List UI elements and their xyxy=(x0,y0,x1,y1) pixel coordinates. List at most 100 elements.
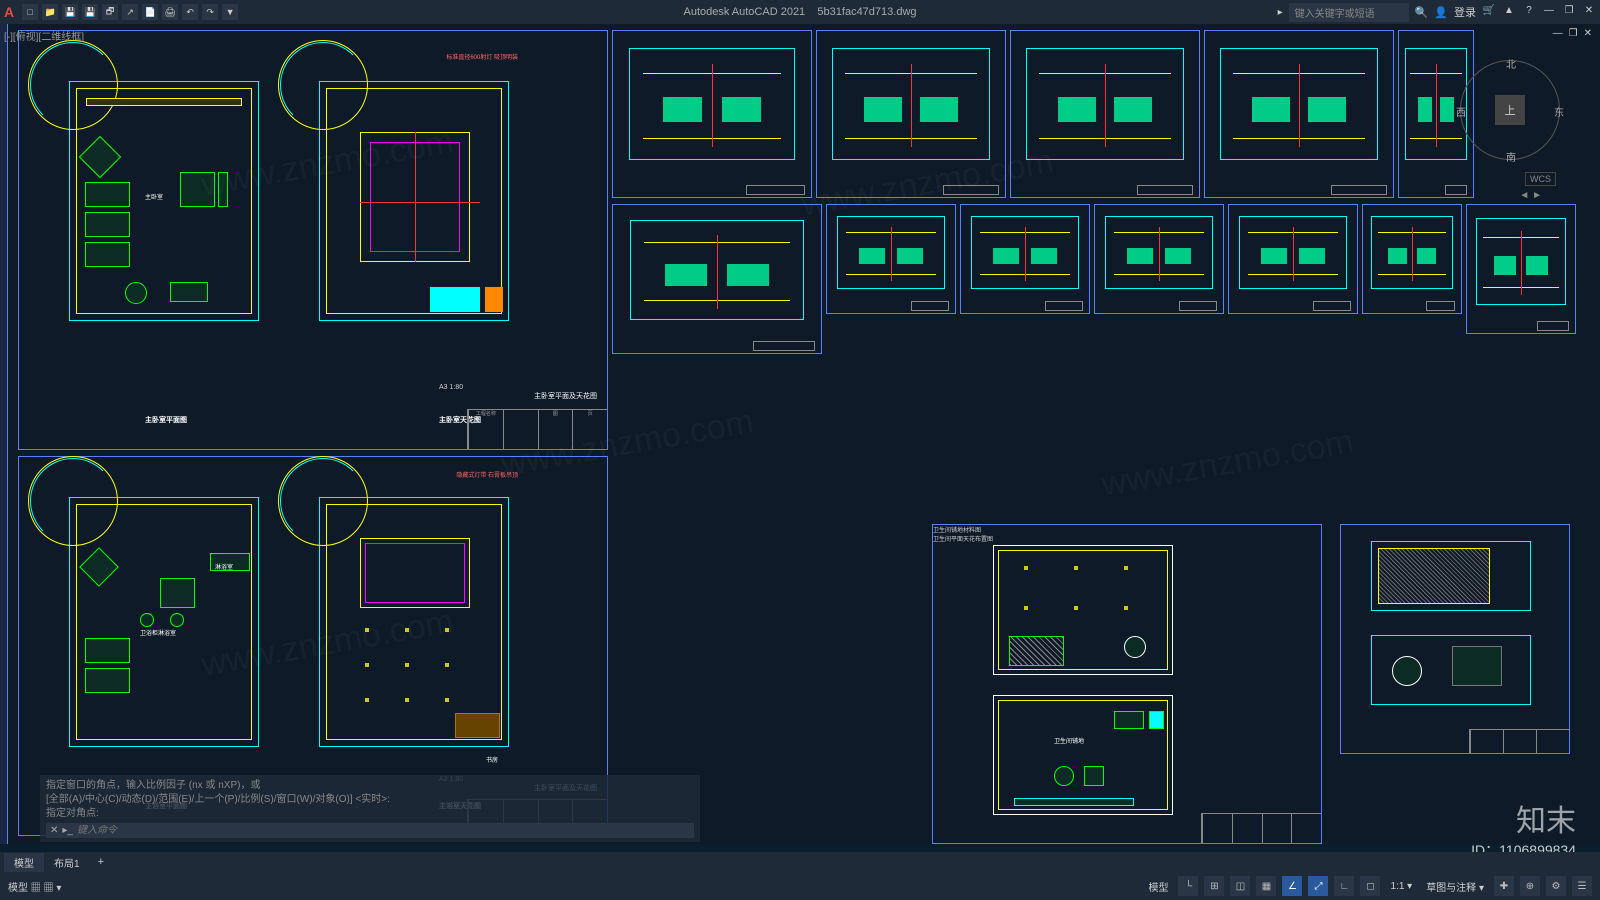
info-arrow-icon[interactable]: ▸ xyxy=(1278,7,1283,18)
watermark: www.znzmo.com xyxy=(1099,422,1357,505)
toilet-plan-top xyxy=(993,545,1173,675)
bath-ceiling-plan: 隐藏式灯带 石膏板吊顶 书房 xyxy=(319,497,509,747)
cmd-input[interactable] xyxy=(77,825,690,836)
layout-tabs: 模型 布局1 + xyxy=(0,852,1600,872)
elevation-sheet-r2-1 xyxy=(826,204,956,314)
apps-icon[interactable]: ▲ xyxy=(1502,5,1516,19)
qat-save-icon[interactable]: 💾 xyxy=(62,4,78,20)
sb-otrack-icon[interactable]: ⤢ xyxy=(1308,876,1328,896)
nav-arrows-icon[interactable]: ◄ ► xyxy=(1519,190,1542,201)
viewcube-west[interactable]: 西 xyxy=(1456,104,1466,119)
tab-add-icon[interactable]: + xyxy=(90,854,112,870)
bath-floor-plan: 卫浴柜淋浴室 淋浴室 xyxy=(69,497,259,747)
doc-window-controls: — ❐ ✕ xyxy=(1553,28,1592,39)
bedroom-ceiling-plan: 标准直径600射灯 吸顶明装 xyxy=(319,81,509,321)
qat-plot-icon[interactable]: 📄 xyxy=(142,4,158,20)
elevation-sheet-r2-3 xyxy=(1094,204,1224,314)
elevation-sheet-r1-3 xyxy=(1204,30,1394,198)
cmd-prompt-icon: ▸_ xyxy=(62,825,73,836)
file-name: 5b31fac47d713.dwg xyxy=(817,6,916,18)
drawing-canvas[interactable]: 上 北 南 西 东 WCS ◄ ► 主卧室 xyxy=(0,24,1600,844)
sheet-bedroom: 主卧室 标准直径600射灯 吸顶明装 主卧室平面图 主卧室天花图 主卧室平面及天… xyxy=(18,30,608,450)
login-label[interactable]: 登录 xyxy=(1454,4,1476,20)
sb-grid-icon[interactable]: └ xyxy=(1178,876,1198,896)
user-icon[interactable]: 👤 xyxy=(1434,6,1448,19)
elevation-sheet-r2-0 xyxy=(612,204,822,354)
sheet-toilet: 卫生间铺地 卫生间铺地材料图 卫生间平面天花布置图 xyxy=(932,524,1322,844)
tab-layout1[interactable]: 布局1 xyxy=(44,853,90,872)
sb-extra1-icon[interactable]: ✚ xyxy=(1494,876,1514,896)
sb-ortho-icon[interactable]: ◫ xyxy=(1230,876,1250,896)
cmd-close-icon[interactable]: ✕ xyxy=(50,825,58,836)
sb-menu-icon[interactable]: ☰ xyxy=(1572,876,1592,896)
viewcube-face-top[interactable]: 上 xyxy=(1495,95,1525,125)
sb-trans-icon[interactable]: ◻ xyxy=(1360,876,1380,896)
view-cube[interactable]: 上 北 南 西 东 xyxy=(1460,60,1560,160)
search-icon[interactable]: 🔍 xyxy=(1415,6,1429,19)
elevation-sheet-r1-1 xyxy=(816,30,1006,198)
cmd-history-3: 指定对角点: xyxy=(46,807,694,821)
qat-print-icon[interactable]: 🖨 xyxy=(162,4,178,20)
sb-lwt-icon[interactable]: ∟ xyxy=(1334,876,1354,896)
viewcube-east[interactable]: 东 xyxy=(1554,104,1564,119)
qat-open-icon[interactable]: 📁 xyxy=(42,4,58,20)
elevation-sheet-r2-6 xyxy=(1466,204,1576,334)
viewport-corner-controls[interactable]: [-][俯视][二维线框] xyxy=(4,28,84,43)
sheet-small-titleblock xyxy=(1469,729,1569,753)
sb-extra2-icon[interactable]: ⊕ xyxy=(1520,876,1540,896)
status-model-right[interactable]: 模型 xyxy=(1144,879,1172,894)
doc-restore-icon[interactable]: ❐ xyxy=(1569,28,1578,39)
elevation-sheet-r1-0 xyxy=(612,30,812,198)
elevation-sheet-r2-2 xyxy=(960,204,1090,314)
titlebar: A □ 📁 💾 💾 🗗 ↗ 📄 🖨 ↶ ↷ ▼ Autodesk AutoCAD… xyxy=(0,0,1600,24)
status-scale[interactable]: 1:1 ▾ xyxy=(1386,881,1416,892)
qat-new-icon[interactable]: □ xyxy=(22,4,38,20)
title-center: Autodesk AutoCAD 2021 5b31fac47d713.dwg xyxy=(683,6,916,18)
sb-polar-icon[interactable]: ▦ xyxy=(1256,876,1276,896)
elevation-sheet-r2-4 xyxy=(1228,204,1358,314)
qat-saveas-icon[interactable]: 💾 xyxy=(82,4,98,20)
window-close-icon[interactable]: ✕ xyxy=(1582,5,1596,19)
qat-share-icon[interactable]: ↗ xyxy=(122,4,138,20)
detail-section-2 xyxy=(1371,635,1531,705)
brand-name: 知末 xyxy=(1471,796,1576,840)
sheet1-titleblock: 工程名称图页 xyxy=(467,409,607,449)
qat-undo-icon[interactable]: ↶ xyxy=(182,4,198,20)
bedroom-floor-plan: 主卧室 xyxy=(69,81,259,321)
doc-minimize-icon[interactable]: — xyxy=(1553,28,1563,39)
app-name: Autodesk AutoCAD 2021 xyxy=(683,6,805,18)
status-bar: 模型 ▦ ▦ ▾ 模型 └ ⊞ ◫ ▦ ∠ ⤢ ∟ ◻ 1:1 ▾ 草图与注释 … xyxy=(0,872,1600,900)
cmd-history-2: [全部(A)/中心(C)/动态(D)/范围(E)/上一个(P)/比例(S)/窗口… xyxy=(46,793,694,807)
status-model-label[interactable]: 模型 ▦ ▦ ▾ xyxy=(8,879,61,894)
sheet-details xyxy=(1340,524,1570,754)
viewcube-south[interactable]: 南 xyxy=(1506,149,1516,164)
wcs-label[interactable]: WCS xyxy=(1525,172,1556,186)
doc-close-icon[interactable]: ✕ xyxy=(1584,28,1592,39)
sb-osnap-icon[interactable]: ∠ xyxy=(1282,876,1302,896)
brand-watermark: 知末 ID：1106899834 xyxy=(1471,796,1576,860)
bedroom-plan-label: 主卧室平面图 xyxy=(145,415,187,425)
window-minimize-icon[interactable]: — xyxy=(1542,5,1556,19)
viewcube-north[interactable]: 北 xyxy=(1506,56,1516,71)
sb-gear-icon[interactable]: ⚙ xyxy=(1546,876,1566,896)
qat-dropdown-icon[interactable]: ▼ xyxy=(222,4,238,20)
help-icon[interactable]: ? xyxy=(1522,5,1536,19)
window-restore-icon[interactable]: ❐ xyxy=(1562,5,1576,19)
tab-model[interactable]: 模型 xyxy=(4,853,44,872)
app-logo: A xyxy=(4,4,14,20)
command-line: 指定窗口的角点，输入比例因子 (nx 或 nXP)，或 [全部(A)/中心(C)… xyxy=(40,775,700,842)
sb-snap-icon[interactable]: ⊞ xyxy=(1204,876,1224,896)
search-input[interactable]: 键入关键字或短语 xyxy=(1289,3,1409,22)
cart-icon[interactable]: 🛒 xyxy=(1482,5,1496,19)
cmd-history-1: 指定窗口的角点，输入比例因子 (nx 或 nXP)，或 xyxy=(46,779,694,793)
quick-access-toolbar: □ 📁 💾 💾 🗗 ↗ 📄 🖨 ↶ ↷ ▼ xyxy=(22,4,238,20)
status-workspace[interactable]: 草图与注释 ▾ xyxy=(1422,879,1488,894)
elevation-sheet-r1-2 xyxy=(1010,30,1200,198)
sheet1-title: 主卧室平面及天花图 xyxy=(534,391,597,401)
sheet1-scale: A3 1:80 xyxy=(439,384,463,391)
qat-redo-icon[interactable]: ↷ xyxy=(202,4,218,20)
qat-web-icon[interactable]: 🗗 xyxy=(102,4,118,20)
detail-section-1 xyxy=(1371,541,1531,611)
toilet-plan-bottom: 卫生间铺地 xyxy=(993,695,1173,815)
canvas-left-strip xyxy=(0,24,8,844)
